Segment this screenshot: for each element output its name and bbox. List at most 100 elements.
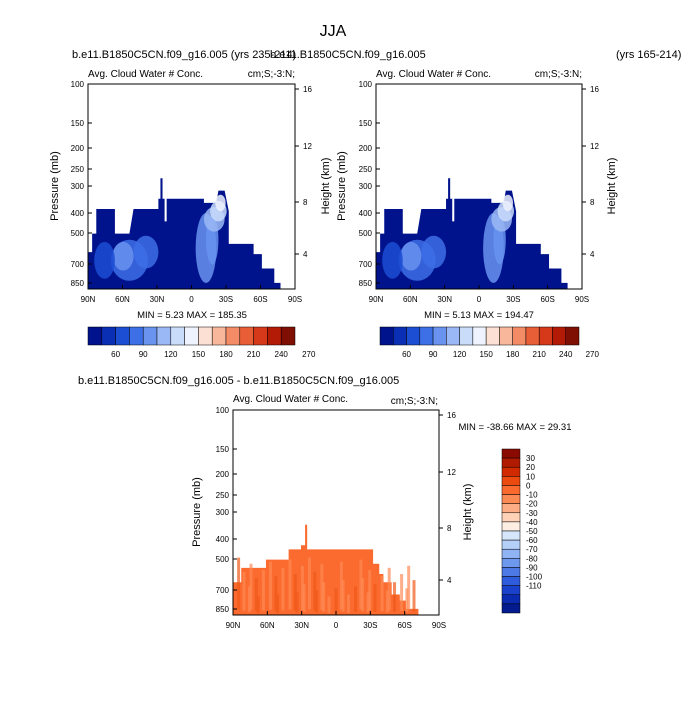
x-tick-label: 90S	[575, 295, 589, 304]
colorbar-label: -30	[526, 509, 538, 518]
y-tick-label: 250	[71, 165, 85, 174]
y-tick-label: 400	[216, 535, 230, 544]
diff-streak	[373, 584, 377, 612]
x-tick-label: 90N	[369, 295, 384, 304]
colorbar-swatch	[432, 326, 447, 346]
colorbar-swatch	[501, 567, 521, 577]
colorbar-label: 150	[479, 350, 493, 359]
diff-streak	[320, 563, 324, 610]
x-tick-label: 0	[189, 295, 194, 304]
panel-1-plot-area	[88, 178, 281, 289]
colorbar-swatch	[501, 503, 521, 514]
panel-3-ylabel: Pressure (mb)	[191, 477, 203, 547]
diff-streak	[368, 569, 372, 611]
diff-streak	[366, 592, 370, 613]
diff-streak	[412, 580, 416, 612]
panel-1-right-label: cm;S;-3:N;	[248, 69, 295, 80]
colorbar-swatch	[446, 326, 460, 346]
colorbar-swatch	[142, 326, 158, 346]
diff-streak	[295, 592, 299, 613]
x-tick-label: 60N	[403, 295, 418, 304]
colorbar-label: -40	[526, 518, 538, 527]
y-tick-label: 100	[71, 80, 85, 89]
colorbar-label: 120	[164, 350, 178, 359]
x-tick-label: 60S	[253, 295, 267, 304]
colorbar-swatch	[501, 539, 521, 550]
diff-streak	[237, 557, 241, 610]
colorbar-swatch	[198, 326, 213, 346]
diff-streak	[380, 576, 384, 612]
colorbar-label: -60	[526, 536, 538, 545]
x-tick-label: 90N	[81, 295, 96, 304]
y-tick-label: 250	[359, 165, 373, 174]
y-tick-label: 500	[359, 229, 373, 238]
colorbar-swatch	[267, 326, 282, 346]
panel-3-case-title: b.e11.B1850C5CN.f09_g16.005 - b.e11.B185…	[78, 375, 399, 387]
diff-streak	[288, 559, 292, 610]
y-tick-label: 200	[359, 144, 373, 153]
colorbar-swatch	[101, 326, 116, 346]
panel-2-colorbar: 60 90 120 150 180 210 240 270	[379, 326, 599, 359]
y-tick-label: 850	[71, 279, 85, 288]
colorbar-swatch	[129, 326, 144, 346]
diff-streak	[339, 561, 343, 610]
colorbar-swatch	[512, 326, 527, 346]
field-contour	[400, 241, 422, 271]
x-tick-label: 90N	[226, 621, 241, 630]
colorbar-label: 0	[526, 481, 531, 490]
panel-2-ylabel: Pressure (mb)	[336, 151, 348, 221]
diff-streak	[276, 594, 280, 613]
y-tick-label: 200	[216, 470, 230, 479]
colorbar-swatch	[184, 326, 199, 346]
colorbar-swatch	[501, 576, 521, 586]
diff-streak	[393, 582, 397, 612]
diff-streak	[293, 574, 297, 611]
panel-3-colorbar: 3020100-10-20-30-40-50-60-70-80-90-100-1…	[501, 448, 543, 614]
colorbar-swatch	[393, 326, 407, 346]
field-contour	[133, 235, 159, 269]
colorbar-swatch	[225, 326, 241, 346]
panel-2-plot-area	[376, 178, 568, 289]
diff-streak	[334, 588, 338, 613]
colorbar-swatch	[406, 326, 421, 346]
field-contour	[421, 235, 447, 269]
height-tick-label: 12	[303, 142, 312, 151]
height-tick-label: 4	[447, 576, 452, 585]
height-tick-label: 8	[447, 524, 452, 533]
colorbar-swatch	[459, 326, 474, 346]
colorbar-swatch	[501, 603, 521, 614]
colorbar-label: -80	[526, 554, 538, 563]
x-tick-label: 60N	[115, 295, 130, 304]
colorbar-swatch	[538, 326, 553, 346]
colorbar-swatch	[501, 476, 521, 486]
panel-1-left-label: Avg. Cloud Water # Conc.	[88, 69, 203, 80]
colorbar-label: 210	[247, 350, 261, 359]
x-tick-label: 30S	[219, 295, 233, 304]
y-tick-label: 300	[71, 182, 85, 191]
colorbar-swatch	[87, 326, 103, 346]
colorbar-label: 20	[526, 463, 535, 472]
x-tick-label: 30S	[506, 295, 520, 304]
y-tick-label: 850	[216, 605, 230, 614]
x-tick-label: 30N	[294, 621, 309, 630]
diff-streak	[387, 567, 391, 611]
panel-3-min-max: MIN = -38.66 MAX = 29.31	[458, 422, 571, 433]
diff-streak	[400, 574, 404, 611]
colorbar-label: 150	[192, 350, 206, 359]
x-tick-label: 90S	[288, 295, 302, 304]
field-contour	[94, 241, 115, 279]
field-contour	[112, 241, 134, 271]
colorbar-swatch	[501, 457, 521, 468]
panel-3: b.e11.B1850C5CN.f09_g16.005 - b.e11.B185…	[78, 375, 572, 630]
y-tick-label: 200	[71, 144, 85, 153]
colorbar-label: 90	[139, 350, 148, 359]
y-tick-label: 700	[359, 260, 373, 269]
colorbar-label: -50	[526, 527, 538, 536]
panel-2-case-title-suffix: (yrs 165-214)	[616, 49, 681, 61]
y-tick-label: 150	[216, 445, 230, 454]
height-tick-label: 12	[447, 468, 456, 477]
colorbar-label: 90	[429, 350, 438, 359]
colorbar-label: 60	[402, 350, 411, 359]
colorbar-label: 180	[219, 350, 233, 359]
x-tick-label: 60S	[541, 295, 555, 304]
